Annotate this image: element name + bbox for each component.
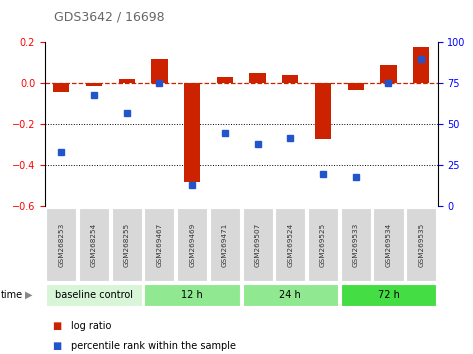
Bar — [243, 208, 272, 281]
Bar — [144, 208, 175, 281]
Text: GSM269535: GSM269535 — [418, 222, 424, 267]
Text: GSM268254: GSM268254 — [91, 222, 97, 267]
Text: GSM268255: GSM268255 — [124, 222, 130, 267]
Bar — [413, 47, 429, 84]
Bar — [282, 75, 298, 84]
Text: ■: ■ — [52, 341, 61, 351]
Text: log ratio: log ratio — [71, 321, 111, 331]
Bar — [151, 59, 167, 84]
Text: time: time — [0, 290, 23, 300]
Bar — [119, 79, 135, 84]
Bar — [341, 208, 371, 281]
Text: baseline control: baseline control — [55, 290, 133, 300]
Text: GSM269533: GSM269533 — [353, 222, 359, 267]
Text: GSM269469: GSM269469 — [189, 222, 195, 267]
Text: GSM269525: GSM269525 — [320, 222, 326, 267]
Bar — [46, 284, 142, 307]
Bar — [308, 208, 338, 281]
Bar — [112, 208, 142, 281]
Bar — [53, 84, 70, 92]
Bar — [406, 208, 436, 281]
Bar — [210, 208, 240, 281]
Text: GSM269534: GSM269534 — [385, 222, 392, 267]
Bar — [373, 208, 403, 281]
Bar — [380, 65, 397, 84]
Bar — [46, 208, 76, 281]
Text: percentile rank within the sample: percentile rank within the sample — [71, 341, 236, 351]
Bar — [184, 84, 201, 182]
Text: GSM269471: GSM269471 — [222, 222, 228, 267]
Text: ▶: ▶ — [25, 290, 32, 300]
Bar — [217, 77, 233, 84]
Text: GSM268253: GSM268253 — [58, 222, 64, 267]
Text: GSM269467: GSM269467 — [157, 222, 162, 267]
Bar — [79, 208, 109, 281]
Text: ■: ■ — [52, 321, 61, 331]
Bar — [177, 208, 207, 281]
Text: GDS3642 / 16698: GDS3642 / 16698 — [54, 11, 165, 24]
Bar — [249, 73, 266, 84]
Bar — [341, 284, 436, 307]
Bar — [86, 84, 102, 86]
Text: 24 h: 24 h — [280, 290, 301, 300]
Text: 12 h: 12 h — [181, 290, 203, 300]
Text: GSM269507: GSM269507 — [254, 222, 261, 267]
Bar — [275, 208, 306, 281]
Text: GSM269524: GSM269524 — [287, 222, 293, 267]
Bar — [315, 84, 331, 139]
Bar — [243, 284, 338, 307]
Bar — [144, 284, 240, 307]
Bar — [348, 84, 364, 90]
Text: 72 h: 72 h — [377, 290, 399, 300]
